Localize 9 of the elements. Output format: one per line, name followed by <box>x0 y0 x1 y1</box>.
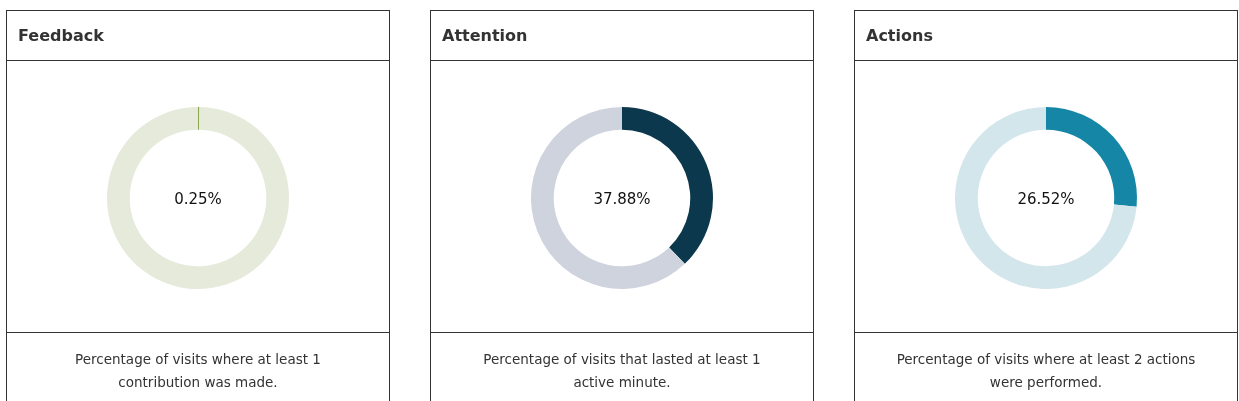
chart-title: Feedback <box>18 26 105 45</box>
text: Percentage of visits where at least 2 actions were performed. <box>896 351 1196 390</box>
text: Percentage of visits where at least 1 contribution was made. <box>75 351 321 390</box>
text: Percentage of visits that lasted at least 1 active minute. <box>483 351 761 390</box>
text: 26.52% <box>1017 190 1075 208</box>
chart-title: Attention <box>442 26 528 45</box>
text: 37.88% <box>593 190 651 208</box>
text: 0.25% <box>174 190 222 208</box>
chart-title: Actions <box>866 26 933 45</box>
